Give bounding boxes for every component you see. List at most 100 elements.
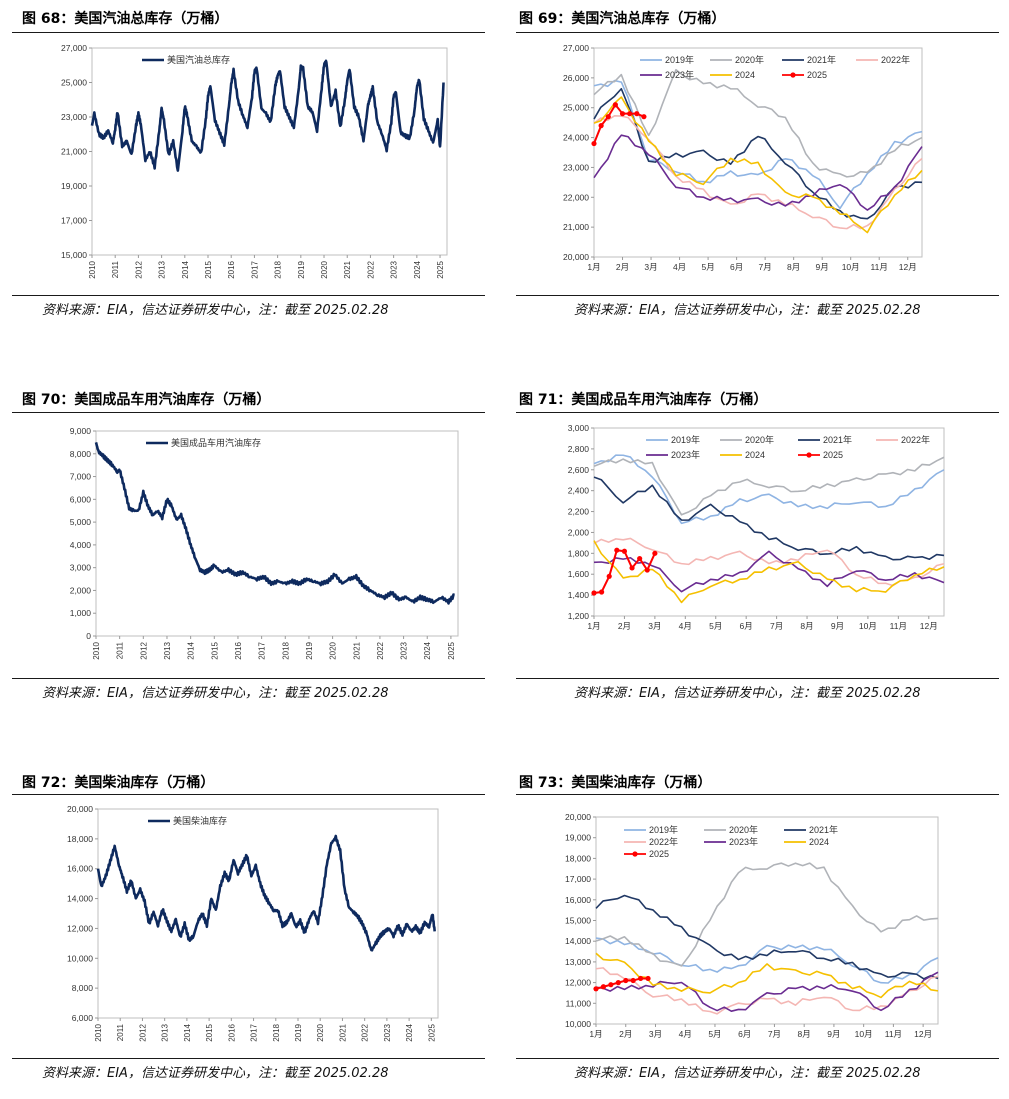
series-marker-2025 [638,975,644,982]
source-rule [12,1058,485,1059]
series-line-2022年 [595,967,939,1015]
x-tick-label: 6月 [740,621,753,631]
series-marker-2025 [605,114,611,120]
x-tick-label: 4月 [679,1029,692,1039]
x-tick-label: 2018 [274,260,283,278]
source-rule [12,295,485,296]
y-tick-label: 11,000 [566,998,592,1008]
x-tick-label: 2022 [361,1023,370,1041]
x-tick-label: 7月 [768,1029,781,1039]
y-tick-label: 23,000 [61,112,87,122]
series-line-2022年 [593,537,945,587]
legend-marker [632,851,638,857]
source-note: 资料来源：EIA，信达证券研发中心，注：截至 2025.02.28 [42,303,389,318]
x-tick-label: 2016 [227,260,236,278]
x-tick-label: 2月 [619,1029,632,1039]
y-tick-label: 27,000 [61,43,87,53]
source-note: 资料来源：EIA，信达证券研发中心，注：截至 2025.02.28 [574,686,921,701]
series-marker-2025 [591,140,597,147]
x-tick-label: 2020 [320,260,329,278]
x-tick-label: 3月 [648,621,661,631]
x-tick-label: 2017 [250,1023,259,1041]
legend-marker [790,72,796,78]
x-tick-label: 10月 [855,1029,873,1039]
plot-frame [593,47,923,258]
panel-title: 图 70：美国成品车用汽油库存（万桶） [22,392,271,408]
legend-label: 2023年 [729,836,758,847]
source-rule [516,295,999,296]
legend-label: 2022年 [881,54,910,65]
legend-label: 2019年 [671,434,700,445]
x-tick-label: 8月 [798,1029,811,1039]
x-tick-label: 4月 [673,262,686,272]
panel-title: 图 69：美国汽油总库存（万桶） [519,11,726,27]
x-tick-label: 2019 [294,1023,303,1041]
y-tick-label: 2,000 [568,527,590,537]
series-marker-2025 [645,975,651,982]
x-tick-label: 2022 [376,641,385,659]
x-tick-label: 2017 [250,260,259,278]
series-marker-2025 [593,986,599,992]
y-tick-label: 6,000 [70,494,92,504]
y-tick-label: 27,000 [563,43,589,53]
series-marker-2025 [619,111,626,117]
y-tick-label: 10,000 [565,1019,591,1029]
x-tick-label: 2012 [139,641,148,659]
legend-label: 2024 [735,70,755,80]
source-note: 资料来源：EIA，信达证券研发中心，注：截至 2025.02.28 [42,1066,389,1081]
series-line-2023年 [593,134,923,211]
y-tick-label: 10,000 [67,953,93,963]
panel-title: 图 73：美国柴油库存（万桶） [519,775,712,791]
x-tick-label: 1月 [587,621,600,631]
legend-label: 2025 [823,450,843,460]
series-marker-2025 [598,123,604,129]
series-line-2020年 [593,456,945,516]
series-marker-2025 [600,984,607,990]
x-tick-label: 2015 [204,260,213,278]
x-tick-label: 2014 [183,1023,192,1041]
x-tick-label: 2013 [158,260,167,278]
x-tick-label: 2014 [187,641,196,659]
series-marker-2025 [641,114,647,120]
y-tick-label: 3,000 [70,563,92,573]
y-tick-label: 6,000 [72,1013,94,1023]
chart-fig70: 0 1,000 2,000 3,000 4,000 5,000 6,000 7,000 8,00… [70,426,459,660]
title-rule [516,32,999,33]
x-tick-label: 2010 [94,1023,103,1041]
y-tick-label: 9,000 [70,426,92,436]
x-tick-label: 2023 [400,641,409,659]
series-line-2020年 [593,68,923,178]
x-tick-label: 2016 [227,1023,236,1041]
y-tick-label: 1,200 [568,611,590,621]
series-marker-2025 [599,589,605,595]
y-tick-label: 18,000 [565,853,591,863]
x-tick-label: 2022 [366,260,375,278]
series-marker-2025 [634,111,640,117]
legend-marker [806,452,812,458]
x-tick-label: 2020 [329,641,338,659]
legend-label: 2022年 [649,836,678,847]
y-tick-label: 20,000 [563,252,589,262]
y-tick-label: 24,000 [563,133,589,143]
legend-label: 2023年 [671,449,700,460]
x-tick-label: 1月 [589,1029,602,1039]
source-rule [12,678,485,679]
legend-label: 2025 [807,70,827,80]
series-marker-2025 [630,977,636,984]
x-tick-label: 12月 [899,262,917,272]
legend-label: 2020年 [735,54,764,65]
x-tick-label: 9月 [831,621,844,631]
panel-title: 图 68：美国汽油总库存（万桶） [22,11,229,27]
y-tick-label: 19,000 [565,833,591,843]
y-tick-label: 14,000 [67,894,93,904]
x-tick-label: 2023 [383,1023,392,1041]
x-tick-label: 2012 [138,1023,147,1041]
x-tick-label: 6月 [738,1029,751,1039]
legend-label: 2021年 [809,824,838,835]
x-tick-label: 10月 [842,262,860,272]
y-tick-label: 12,000 [565,978,591,988]
x-tick-label: 2021 [352,641,361,659]
x-tick-label: 2017 [258,641,267,659]
legend-label: 2020年 [745,434,774,445]
x-tick-label: 2021 [338,1023,347,1041]
